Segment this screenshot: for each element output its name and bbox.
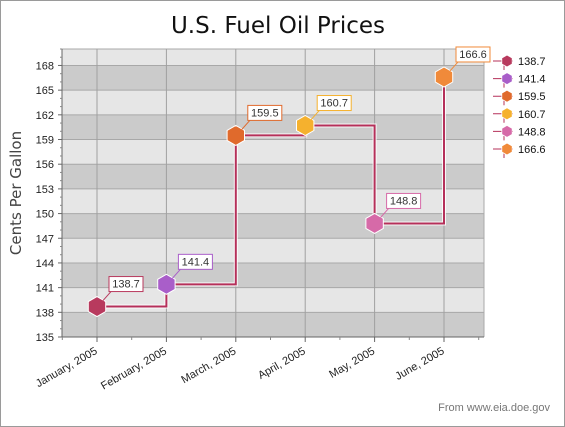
y-tick-label: 162	[36, 110, 54, 122]
data-points	[87, 66, 454, 318]
y-tick-label: 168	[36, 60, 54, 72]
source-note: From www.eia.doe.gov	[438, 402, 550, 414]
y-tick-label: 141	[36, 283, 54, 295]
legend-entry: 159.5	[518, 91, 546, 103]
y-tick-label: 165	[36, 85, 54, 97]
data-label: 141.4	[182, 256, 210, 268]
data-label: 159.5	[251, 107, 279, 119]
y-tick-label: 144	[36, 258, 54, 270]
x-tick-label: February, 2005	[99, 345, 169, 392]
y-tick-label: 156	[36, 159, 54, 171]
legend-entry: 166.6	[518, 144, 546, 156]
x-tick-label: March, 2005	[179, 345, 238, 386]
legend-entry: 160.7	[518, 109, 546, 121]
y-tick-label: 153	[36, 184, 54, 196]
x-tick-label: May, 2005	[327, 345, 377, 381]
legend-marker	[501, 107, 513, 121]
legend-entry: 138.7	[518, 56, 546, 68]
data-label: 166.6	[459, 49, 487, 61]
y-tick-label: 147	[36, 233, 54, 245]
data-point	[434, 66, 454, 88]
x-tick-label: June, 2005	[393, 345, 446, 383]
y-tick-label: 150	[36, 209, 54, 221]
data-point	[226, 124, 245, 146]
legend-marker	[501, 124, 513, 138]
y-axis: 135 138 141 144 147 150 153 156 159 162 165 168	[36, 48, 63, 344]
legend-entry: 141.4	[518, 74, 546, 86]
legend-entry: 148.8	[518, 126, 546, 138]
legend: 138.7 141.4 159.5 160.7 148.8 166.6	[493, 54, 546, 158]
data-label: 160.7	[320, 98, 348, 110]
data-label: 138.7	[112, 279, 140, 291]
data-label: 148.8	[390, 195, 418, 207]
data-point	[296, 114, 315, 137]
legend-marker	[501, 142, 513, 156]
data-point	[87, 296, 107, 318]
chart-title: U.S. Fuel Oil Prices	[171, 13, 385, 39]
x-tick-label: January, 2005	[34, 345, 100, 390]
legend-marker	[501, 89, 513, 103]
legend-marker	[501, 72, 513, 86]
plot-area	[62, 48, 484, 338]
legend-marker	[501, 54, 513, 68]
y-tick-label: 138	[36, 307, 54, 319]
x-tick-label: April, 2005	[256, 345, 308, 382]
y-axis-label: Cents Per Gallon	[7, 131, 25, 255]
data-point	[157, 273, 176, 295]
y-tick-label: 159	[36, 135, 54, 147]
data-point	[365, 212, 384, 234]
x-axis: January, 2005 February, 2005 March, 2005 Ap…	[34, 336, 484, 392]
y-tick-label: 135	[36, 332, 54, 344]
data-labels: 138.7 141.4 159.5 160.7 148.8 166.6	[102, 46, 491, 301]
